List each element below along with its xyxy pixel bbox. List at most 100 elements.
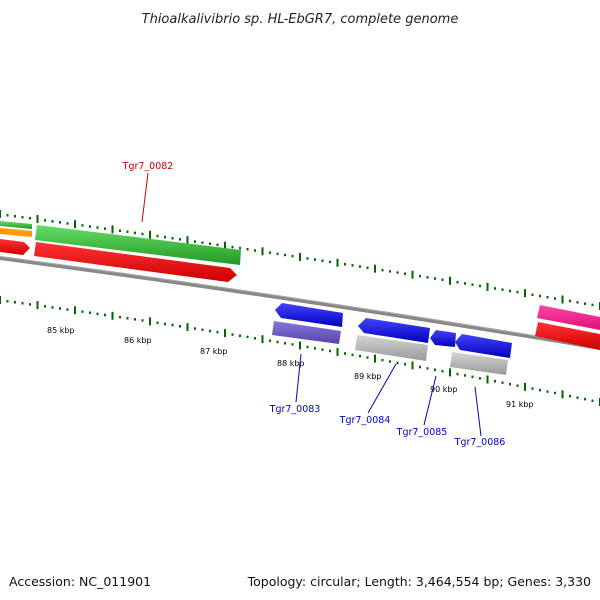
gene-tgr7-0086[interactable] [455, 334, 512, 358]
outer-tick-minor [471, 283, 474, 286]
inner-tick-major [374, 354, 376, 363]
gene-label-tgr7-0082[interactable]: Tgr7_0082 [122, 161, 174, 172]
reverse-strand-genes [272, 303, 512, 375]
outer-tick-minor [276, 252, 279, 256]
outer-tick-minor [66, 222, 69, 225]
gene-label-tgr7-0086[interactable]: Tgr7_0086 [454, 437, 506, 448]
inner-tick-major [449, 368, 451, 377]
inner-tick-minor [239, 334, 241, 337]
gene-tgr7-0083[interactable] [275, 303, 343, 327]
gene-tgr7-0084[interactable] [358, 318, 430, 343]
outer-tick-major [336, 258, 339, 267]
inner-tick-minor [314, 347, 316, 350]
inner-tick-minor [381, 358, 384, 362]
outer-tick-minor [81, 224, 84, 227]
outer-tick-major [561, 295, 564, 304]
inner-tick-major [261, 335, 264, 344]
outer-tick-minor [284, 253, 286, 257]
outer-tick-minor [464, 282, 466, 285]
outer-tick-minor [29, 217, 31, 220]
inner-tick-major [336, 348, 339, 356]
gene-orange-left[interactable] [0, 228, 32, 237]
gene-green-big[interactable] [35, 225, 241, 265]
outer-tick-minor [419, 274, 421, 278]
outer-tick-minor [434, 277, 436, 280]
leader-tgr7-0084 [367, 363, 397, 414]
inner-tick-minor [344, 352, 346, 355]
inner-tick-minor [81, 310, 84, 313]
gene-red-left[interactable] [0, 239, 30, 255]
inner-tick-major [0, 296, 1, 304]
inner-tick-minor [366, 356, 369, 359]
outer-tick-minor [516, 290, 519, 294]
gene-green-left[interactable] [0, 221, 32, 229]
outer-tick-major [411, 270, 414, 279]
outer-tick-minor [51, 220, 54, 223]
inner-tick-minor [51, 306, 54, 309]
inner-tick-minor [321, 348, 324, 351]
genome-backbone-highlight [0, 256, 600, 347]
inner-tick-minor [216, 330, 219, 334]
gene-gray-1[interactable] [355, 335, 428, 361]
outer-tick-major [149, 230, 151, 239]
outer-tick-minor [126, 230, 129, 233]
outer-tick-major [224, 241, 226, 250]
outer-tick-minor [314, 258, 316, 261]
gene-label-tgr7-0083[interactable]: Tgr7_0083 [269, 404, 321, 415]
scale-label-86: 86 kbp [124, 336, 152, 345]
outer-tick-major [261, 247, 264, 256]
outer-tick-minor [494, 287, 496, 290]
gene-red-right[interactable] [535, 322, 600, 350]
outer-tick-minor [321, 259, 324, 262]
gene-purple[interactable] [272, 321, 341, 344]
gene-label-tgr7-0084[interactable]: Tgr7_0084 [339, 415, 391, 426]
outer-tick-minor [539, 294, 541, 298]
scale-label-91: 91 kbp [506, 400, 534, 409]
gene-gray-2[interactable] [450, 352, 508, 375]
gene-pink-right[interactable] [537, 305, 600, 330]
outer-tick-minor [209, 242, 211, 245]
scale-labels: 85 kbp 86 kbp 87 kbp 88 kbp 89 kbp 90 kb… [47, 326, 534, 409]
outer-tick-minor [119, 229, 121, 232]
scale-label-85: 85 kbp [47, 326, 75, 335]
label-leaders [141, 172, 482, 437]
inner-tick-minor [456, 372, 459, 376]
outer-tick-minor [254, 249, 256, 252]
inner-tick-minor [44, 305, 46, 308]
inner-tick-major [186, 323, 189, 332]
outer-tick-minor [6, 214, 9, 217]
outer-tick-major [36, 215, 39, 223]
inner-tick-major [411, 361, 414, 370]
inner-tick-minor [96, 312, 99, 316]
inner-tick-minor [441, 370, 444, 373]
outer-tick-minor [359, 265, 361, 268]
outer-tick-minor [501, 288, 504, 291]
inner-tick-minor [14, 301, 16, 304]
outer-tick-minor [329, 260, 331, 264]
inner-tick-minor [569, 394, 571, 398]
outer-tick-minor [569, 299, 571, 303]
outer-tick-minor [246, 248, 249, 251]
inner-tick-minor [134, 318, 136, 321]
inner-tick-minor [494, 380, 496, 383]
scale-label-87: 87 kbp [200, 347, 228, 356]
outer-tick-minor [366, 266, 369, 269]
inner-tick-major [486, 375, 489, 384]
outer-tick-major [74, 220, 76, 229]
inner-tick-minor [351, 353, 354, 357]
gene-tgr7-0082[interactable] [34, 242, 237, 282]
outer-tick-minor [194, 240, 196, 243]
inner-tick-major [36, 301, 39, 310]
inner-tick-minor [126, 317, 129, 320]
inner-tick-minor [404, 363, 406, 366]
leader-tgr7-0086 [474, 386, 482, 437]
inner-tick-minor [396, 361, 399, 365]
gene-tgr7-0085[interactable] [430, 330, 456, 347]
inner-tick-minor [434, 368, 436, 372]
inner-tick-minor [509, 382, 511, 386]
gene-label-tgr7-0085[interactable]: Tgr7_0085 [396, 427, 448, 438]
inner-tick-minor [254, 337, 256, 340]
outer-tick-minor [201, 241, 204, 244]
inner-tick-minor [531, 387, 534, 390]
